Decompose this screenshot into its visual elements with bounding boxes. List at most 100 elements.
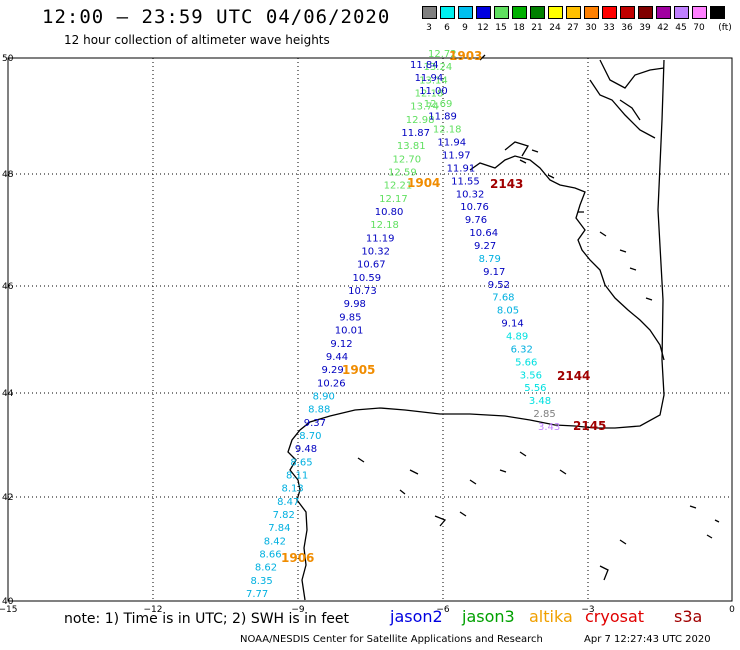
lon-label: −6 [436, 605, 450, 615]
track-a-value: 10.32 [361, 247, 390, 258]
track-b-value: 3.43 [538, 422, 560, 433]
lat-label: 40 [2, 597, 14, 607]
track-b-value: 5.56 [524, 383, 546, 394]
track-a-value: 8.35 [250, 576, 272, 587]
track-b-value: 8.79 [479, 254, 501, 265]
track-a-value: 13.74 [410, 102, 439, 113]
track-a-value: 8.90 [313, 391, 335, 402]
track-a-value: 9.29 [321, 365, 343, 376]
track-b-value: 9.52 [488, 280, 510, 291]
track-b-value: 7.68 [492, 293, 514, 304]
track-b-value: 10.76 [460, 202, 489, 213]
credit-line: NOAA/NESDIS Center for Satellite Applica… [240, 634, 543, 645]
track-b-value: 9.17 [483, 267, 505, 278]
track-b-value: 11.91 [447, 163, 476, 174]
scale-swatch [566, 6, 581, 19]
track-a-value: 9.37 [304, 418, 326, 429]
pass-time-label: 2145 [573, 419, 606, 433]
scale-unit: (ft) [718, 23, 732, 33]
track-a-value: 13.14 [419, 75, 448, 86]
track-b-value: 5.66 [515, 357, 537, 368]
track-a-value: 8.70 [299, 431, 321, 442]
legend-jason2: jason2 [390, 607, 443, 626]
legend-altika: altika [529, 607, 573, 626]
track-a-value: 12.72 [428, 49, 457, 60]
scale-swatch [602, 6, 617, 19]
track-b-value: 11.94 [437, 138, 466, 149]
track-a-value: 8.42 [264, 536, 286, 547]
map-subtitle: 12 hour collection of altimeter wave hei… [64, 33, 330, 47]
scale-label: 18 [513, 23, 525, 33]
coastline [287, 54, 720, 601]
track-a-value: 9.12 [330, 339, 352, 350]
track-a-value: 9.98 [344, 299, 366, 310]
lat-label: 50 [2, 54, 14, 64]
track-a: 12.72 13.24 13.14 12.18 13.74 12.98 11.87 13.81… [246, 49, 457, 600]
track-b-value: 10.32 [456, 189, 485, 200]
scale-label: 27 [567, 23, 579, 33]
legend-cryosat: cryosat [585, 607, 645, 626]
track-a-value: 10.26 [317, 378, 346, 389]
scale-swatch [494, 6, 509, 19]
scale-swatch [620, 6, 635, 19]
lat-label: 46 [2, 282, 14, 292]
lon-label: −3 [581, 605, 594, 615]
track-a-value: 8.65 [290, 457, 312, 468]
track-b-value: 4.89 [506, 332, 528, 343]
track-b-value: 11.89 [428, 112, 457, 123]
scale-swatch [440, 6, 455, 19]
track-a-value: 12.98 [406, 115, 435, 126]
scale-swatch [530, 6, 545, 19]
scale-swatch [674, 6, 689, 19]
scale-swatch [512, 6, 527, 19]
scale-label: 9 [462, 23, 468, 33]
lon-label: 0 [729, 605, 735, 615]
track-a-value: 9.44 [326, 352, 348, 363]
track-b-value: 6.32 [511, 344, 533, 355]
pass-time-label: 1904 [407, 176, 440, 190]
track-a-value: 8.11 [286, 470, 308, 481]
pass-time-label: 2144 [557, 369, 590, 383]
scale-label: 15 [495, 23, 507, 33]
track-b-value: 12.18 [433, 125, 462, 136]
scale-label: 12 [477, 23, 489, 33]
track-a-value: 8.62 [255, 563, 277, 574]
scale-label: 6 [444, 23, 450, 33]
pass-time-label: 1905 [342, 363, 375, 377]
track-b: 11.84 11.94 11.00 12.69 11.89 12.18 11.94 11.97… [410, 60, 560, 433]
track-b-value: 11.97 [442, 151, 471, 162]
scale-label: 24 [549, 23, 561, 33]
footer-note: note: 1) Time is in UTC; 2) SWH is in fe… [64, 611, 350, 627]
track-a-value: 10.01 [335, 326, 364, 337]
scale-label: 33 [603, 23, 615, 33]
track-a-value: 12.17 [379, 194, 408, 205]
longitude-labels: −15 −12 −9 −6 −3 0 [0, 605, 735, 615]
track-a-value: 12.21 [384, 181, 413, 192]
track-b-value: 3.48 [529, 396, 551, 407]
track-a-value: 12.18 [370, 220, 399, 231]
track-b-value: 9.14 [501, 319, 523, 330]
scale-swatch [584, 6, 599, 19]
track-a-value: 11.19 [366, 233, 395, 244]
lon-label: −12 [144, 605, 163, 615]
scale-swatch [476, 6, 491, 19]
track-b-value: 8.05 [497, 306, 519, 317]
track-a-value: 9.48 [295, 444, 317, 455]
track-a-value: 11.87 [401, 128, 430, 139]
track-a-value: 12.18 [415, 89, 444, 100]
legend-jason3: jason3 [462, 607, 515, 626]
scale-swatch [692, 6, 707, 19]
track-a-value: 12.70 [392, 154, 421, 165]
scale-label: 45 [675, 23, 687, 33]
track-a-value: 8.88 [308, 405, 330, 416]
track-a-value: 8.47 [277, 497, 299, 508]
scale-swatch [422, 6, 437, 19]
pass-time-label: 1906 [281, 551, 314, 565]
scale-label: 70 [693, 23, 705, 33]
track-b-value: 11.55 [451, 176, 480, 187]
scale-swatch [548, 6, 563, 19]
track-b-value: 9.76 [465, 215, 487, 226]
track-b-value: 11.94 [415, 73, 444, 84]
track-b-value: 9.27 [474, 241, 496, 252]
